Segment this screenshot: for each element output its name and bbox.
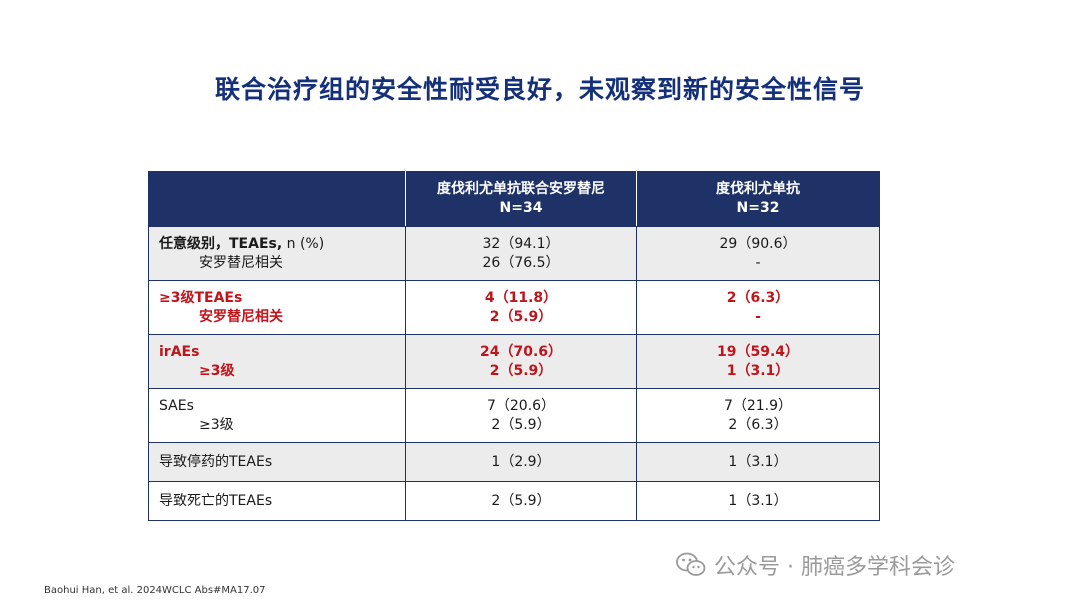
mono-value-cell: 2（6.3） - [636, 280, 880, 335]
header-mono-arm: 度伐利尤单抗 N=32 [636, 171, 880, 227]
table-row: SAEs ≥3级 7（20.6） 2（5.9） 7（21.9） 2（6.3） [148, 388, 880, 443]
header-combo-name: 度伐利尤单抗联合安罗替尼 [437, 181, 605, 197]
combo-main-value: 32（94.1） [482, 235, 560, 252]
row-label: 任意级别，TEAEs, n (%) 安罗替尼相关 [148, 226, 406, 281]
row-sub-label: ≥3级 [199, 362, 235, 379]
header-empty-cell [148, 171, 406, 227]
watermark-text: 公众号 · 肺癌多学科会诊 [714, 555, 955, 580]
row-main-label: 任意级别，TEAEs, [159, 235, 283, 252]
citation-footer: Baohui Han, et al. 2024WCLC Abs#MA17.07 [44, 585, 266, 596]
row-label: 导致停药的TEAEs [148, 442, 406, 482]
mono-main-value: 29（90.6） [719, 235, 797, 252]
row-label: ≥3级TEAEs 安罗替尼相关 [148, 280, 406, 335]
header-combo-arm: 度伐利尤单抗联合安罗替尼 N=34 [405, 171, 637, 227]
row-sub-label: ≥3级 [199, 416, 234, 433]
combo-main-value: 4（11.8） [484, 289, 558, 306]
row-label: irAEs ≥3级 [148, 334, 406, 389]
mono-value-cell: 1（3.1） [636, 442, 880, 482]
combo-value-cell: 2（5.9） [405, 481, 637, 521]
combo-sub-value: 2（5.9） [489, 362, 553, 379]
header-mono-n: N=32 [736, 200, 780, 216]
combo-sub-value: 2（5.9） [491, 416, 551, 433]
combo-value-cell: 32（94.1） 26（76.5） [405, 226, 637, 281]
row-sub-label: 安罗替尼相关 [199, 308, 283, 325]
table-row: 任意级别，TEAEs, n (%) 安罗替尼相关 32（94.1） 26（76.… [148, 226, 880, 281]
combo-main-value: 24（70.6） [479, 343, 563, 360]
header-combo-n: N=34 [499, 200, 543, 216]
table-row: ≥3级TEAEs 安罗替尼相关 4（11.8） 2（5.9） 2（6.3） - [148, 280, 880, 335]
row-main-label: irAEs [159, 343, 200, 360]
header-mono-name: 度伐利尤单抗 [716, 181, 800, 197]
combo-sub-value: 2（5.9） [489, 308, 553, 325]
row-main-suffix: n (%) [282, 235, 325, 252]
combo-main-value: 7（20.6） [486, 397, 556, 414]
row-label: SAEs ≥3级 [148, 388, 406, 443]
table-row: 导致停药的TEAEs 1（2.9） 1（3.1） [148, 442, 880, 482]
row-sub-label: 安罗替尼相关 [199, 254, 283, 271]
row-main-label: SAEs [159, 397, 194, 414]
combo-sub-value: 26（76.5） [482, 254, 560, 271]
mono-value-cell: 7（21.9） 2（6.3） [636, 388, 880, 443]
table-row: 导致死亡的TEAEs 2（5.9） 1（3.1） [148, 481, 880, 521]
mono-main-value: 7（21.9） [723, 397, 793, 414]
wechat-icon [676, 552, 706, 576]
mono-sub-value: 1（3.1） [726, 362, 790, 379]
mono-main-value: 19（59.4） [716, 343, 800, 360]
mono-value-cell: 29（90.6） - [636, 226, 880, 281]
safety-table: 度伐利尤单抗联合安罗替尼 N=34 度伐利尤单抗 N=32 任意级别，TEAEs… [148, 171, 880, 521]
mono-sub-value: - [755, 254, 761, 271]
row-label: 导致死亡的TEAEs [148, 481, 406, 521]
combo-value-cell: 24（70.6） 2（5.9） [405, 334, 637, 389]
table-row: irAEs ≥3级 24（70.6） 2（5.9） 19（59.4） 1（3.1… [148, 334, 880, 389]
combo-value-cell: 1（2.9） [405, 442, 637, 482]
mono-main-value: 2（6.3） [726, 289, 790, 306]
combo-value-cell: 7（20.6） 2（5.9） [405, 388, 637, 443]
mono-value-cell: 1（3.1） [636, 481, 880, 521]
mono-sub-value: 2（6.3） [728, 416, 788, 433]
mono-value-cell: 19（59.4） 1（3.1） [636, 334, 880, 389]
row-main-label: ≥3级TEAEs [159, 289, 243, 306]
watermark: 公众号 · 肺癌多学科会诊 [676, 549, 955, 581]
mono-sub-value: - [755, 308, 761, 325]
page-title: 联合治疗组的安全性耐受良好，未观察到新的安全性信号 [214, 75, 865, 104]
combo-value-cell: 4（11.8） 2（5.9） [405, 280, 637, 335]
table-header-row: 度伐利尤单抗联合安罗替尼 N=34 度伐利尤单抗 N=32 [148, 171, 880, 227]
